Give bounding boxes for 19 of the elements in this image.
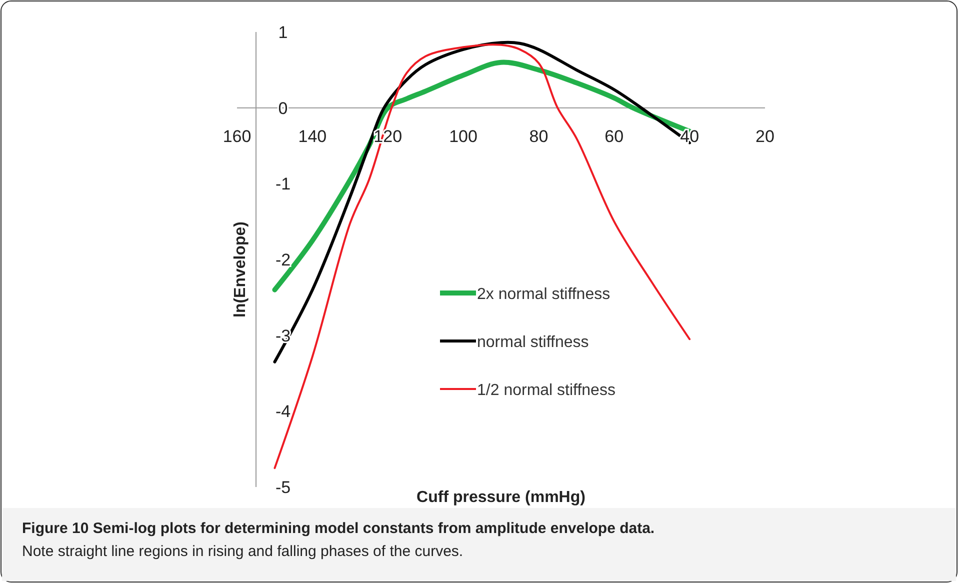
x-tick-label: 80 — [529, 126, 548, 146]
y-tick-label: -4 — [275, 402, 291, 422]
x-tick-label: 140 — [298, 126, 327, 146]
text: Note straight line regions in rising and falling phases of the curves. — [22, 543, 464, 560]
y-tick-label: -5 — [275, 478, 291, 497]
y-tick-label: -2 — [275, 250, 291, 270]
y-tick-label: 0 — [278, 98, 288, 118]
y-tick-label: -1 — [275, 174, 291, 194]
x-tick-label: 160 — [222, 126, 252, 146]
y-tick-label: 1 — [278, 23, 288, 42]
legend-label: normal stiffness — [477, 334, 589, 351]
y-axis-title: ln(Envelope) — [232, 221, 249, 318]
x-tick-label: 20 — [756, 126, 774, 146]
legend-label: 1/2 normal stiffness — [477, 382, 616, 399]
x-tick-label: 60 — [604, 126, 624, 146]
x-tick-label: 100 — [449, 126, 478, 146]
legend-label: 2x normal stiffness — [477, 286, 610, 303]
text: Figure 10 Semi-log plots for determining model constants from amplitude envelope data. — [22, 520, 655, 537]
x-axis-title: Cuff pressure (mmHg) — [416, 489, 586, 506]
